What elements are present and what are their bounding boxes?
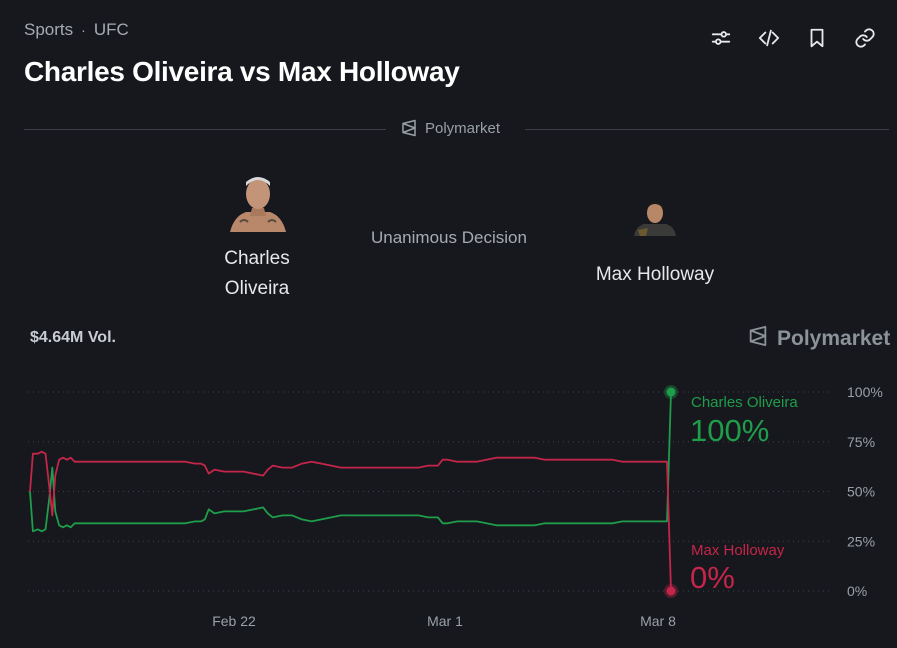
divider-right (525, 129, 889, 130)
polymarket-watermark: Polymarket (747, 324, 890, 354)
breadcrumb: Sports · UFC (24, 20, 129, 40)
series-label-holloway: Max Holloway (691, 542, 785, 559)
bookmark-icon (810, 28, 824, 48)
series-line-oliveira (29, 391, 672, 533)
y-tick-label: 0% (847, 583, 867, 599)
polymarket-watermark-label: Polymarket (777, 327, 891, 350)
settings-button[interactable] (707, 24, 735, 52)
series-end-point (666, 586, 676, 596)
breadcrumb-item-ufc[interactable]: UFC (93, 20, 129, 39)
link-icon (855, 28, 875, 48)
x-tick-label: Mar 8 (640, 613, 676, 629)
fighter-name-oliveira-line2: Oliveira (224, 278, 290, 299)
polymarket-watermark-icon (747, 324, 769, 354)
breadcrumb-separator: · (81, 22, 86, 38)
sliders-icon (711, 31, 731, 45)
bookmark-button[interactable] (803, 24, 831, 52)
series-value-oliveira: 100% (690, 413, 769, 448)
fighter-name-holloway: Max Holloway (595, 264, 715, 285)
y-tick-label: 25% (847, 533, 875, 549)
toolbar (707, 24, 879, 52)
divider-left (24, 129, 386, 130)
breadcrumb-item-sports[interactable]: Sports (24, 20, 74, 39)
series-line-holloway (29, 450, 672, 592)
series-end-point (666, 387, 676, 397)
price-chart[interactable]: 100% 75% 50% 25% 0% Feb 22 Mar 1 Mar 8 Charles O… (0, 360, 897, 640)
fighter-name-oliveira-line1: Charles (224, 248, 290, 269)
x-tick-label: Feb 22 (212, 613, 256, 629)
series-value-holloway: 0% (690, 560, 735, 595)
volume-label: $4.64M Vol. (30, 329, 116, 346)
y-tick-label: 75% (847, 434, 875, 450)
y-tick-label: 100% (847, 384, 883, 400)
embed-button[interactable] (755, 24, 783, 52)
copy-link-button[interactable] (851, 24, 879, 52)
polymarket-logo-icon (400, 119, 418, 137)
y-tick-label: 50% (847, 484, 875, 500)
divider-brand: Polymarket (400, 119, 500, 137)
avatar-oliveira (226, 172, 290, 232)
fight-result: Unanimous Decision (371, 228, 527, 247)
x-tick-label: Mar 1 (427, 613, 463, 629)
avatar-holloway (632, 200, 678, 236)
series-label-oliveira: Charles Oliveira (691, 394, 798, 411)
page-title: Charles Oliveira vs Max Holloway (24, 56, 460, 87)
fighter-name-oliveira: Charles Oliveira (197, 244, 317, 304)
code-icon (758, 29, 780, 47)
divider-brand-label: Polymarket (425, 119, 501, 137)
